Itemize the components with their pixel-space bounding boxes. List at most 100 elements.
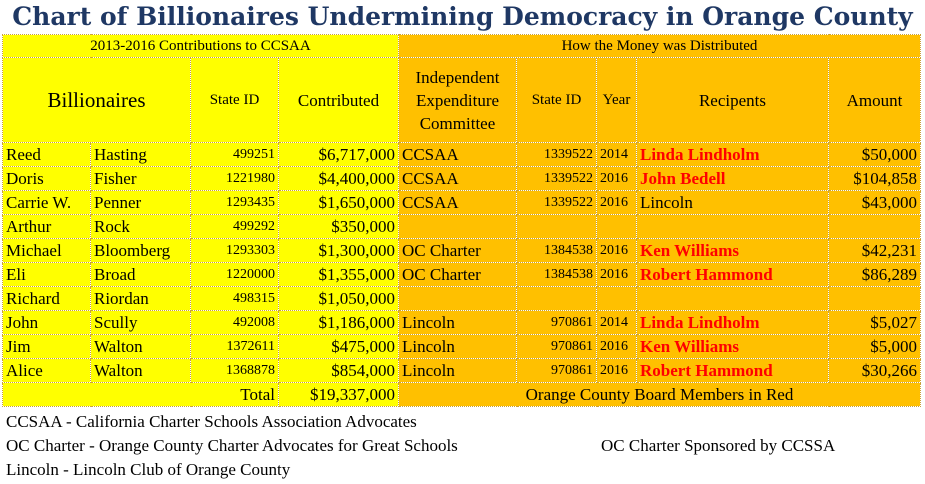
committee-cell: CCSAA — [398, 142, 517, 167]
first-name-cell: Doris — [2, 166, 91, 191]
committee-header: Independent Expenditure Committee — [398, 57, 517, 143]
chart-title: Chart of Billionaires Undermining Democr… — [12, 2, 913, 31]
group-header-row: 2013-2016 Contributions to CCSAA How the… — [2, 34, 921, 58]
contributed-cell: $1,650,000 — [278, 190, 399, 215]
committee-cell — [398, 286, 517, 311]
first-name-cell: Richard — [2, 286, 91, 311]
table-row: Doris Fisher 1221980 $4,400,000 CCSAA 1339522… — [2, 166, 921, 191]
table-row: Arthur Rock 499292 $350,000 — [2, 214, 921, 239]
committee-cell — [398, 214, 517, 239]
year-cell: 2016 — [596, 238, 637, 263]
first-name-cell: Reed — [2, 142, 91, 167]
table-row: Carrie W. Penner 1293435 $1,650,000 CCSAA 133… — [2, 190, 921, 215]
total-value: $19,337,000 — [278, 382, 399, 407]
amount-cell: $5,027 — [828, 310, 921, 335]
footnote-oc-charter: OC Charter - Orange County Charter Advoc… — [6, 436, 458, 455]
year-cell: 2014 — [596, 142, 637, 167]
table-row: Richard Riordan 498315 $1,050,000 — [2, 286, 921, 311]
state-id-cell: 1368878 — [190, 358, 279, 383]
billionaires-header: Billionaires — [2, 57, 191, 143]
table-row: John Scully 492008 $1,186,000 Lincoln 970861 2… — [2, 310, 921, 335]
last-name-cell: Broad — [90, 262, 191, 287]
last-name-cell: Walton — [90, 334, 191, 359]
committee-state-id-cell: 1384538 — [516, 262, 597, 287]
year-cell: 2014 — [596, 310, 637, 335]
state-id2-header: State ID — [516, 57, 597, 143]
contributed-header: Contributed — [278, 57, 399, 143]
recipients-header: Recipents — [636, 57, 829, 143]
last-name-cell: Hasting — [90, 142, 191, 167]
contributed-cell: $1,355,000 — [278, 262, 399, 287]
amount-cell: $86,289 — [828, 262, 921, 287]
total-row: Total $19,337,000 Orange County Board Memb… — [2, 382, 921, 407]
state-id-header: State ID — [190, 57, 279, 143]
recipient-cell: Ken Williams — [636, 334, 829, 359]
amount-cell: $104,858 — [828, 166, 921, 191]
amount-cell — [828, 286, 921, 311]
last-name-cell: Scully — [90, 310, 191, 335]
state-id-cell: 1293435 — [190, 190, 279, 215]
state-id-cell: 498315 — [190, 286, 279, 311]
recipient-cell: Linda Lindholm — [636, 142, 829, 167]
state-id-cell: 1220000 — [190, 262, 279, 287]
red-note: Orange County Board Members in Red — [398, 382, 921, 407]
footnote-ccsaa: CCSAA - California Charter Schools Assoc… — [6, 412, 417, 431]
recipient-cell: Linda Lindholm — [636, 310, 829, 335]
year-cell — [596, 286, 637, 311]
state-id-cell: 1372611 — [190, 334, 279, 359]
recipient-cell — [636, 214, 829, 239]
table-row: Alice Walton 1368878 $854,000 Lincoln 970861 2… — [2, 358, 921, 383]
committee-cell: OC Charter — [398, 262, 517, 287]
committee-state-id-cell: 970861 — [516, 334, 597, 359]
last-name-cell: Bloomberg — [90, 238, 191, 263]
recipient-cell — [636, 286, 829, 311]
amount-cell: $5,000 — [828, 334, 921, 359]
recipient-cell: Lincoln — [636, 190, 829, 215]
last-name-cell: Walton — [90, 358, 191, 383]
first-name-cell: Eli — [2, 262, 91, 287]
committee-cell: CCSAA — [398, 166, 517, 191]
amount-header: Amount — [828, 57, 921, 143]
amount-cell: $42,231 — [828, 238, 921, 263]
year-cell: 2016 — [596, 358, 637, 383]
committee-state-id-cell: 1339522 — [516, 166, 597, 191]
first-name-cell: Alice — [2, 358, 91, 383]
state-id-cell: 1293303 — [190, 238, 279, 263]
table-row: Michael Bloomberg 1293303 $1,300,000 OC Char… — [2, 238, 921, 263]
state-id-cell: 499292 — [190, 214, 279, 239]
year-cell: 2016 — [596, 262, 637, 287]
contributed-cell: $854,000 — [278, 358, 399, 383]
first-name-cell: Jim — [2, 334, 91, 359]
committee-state-id-cell: 970861 — [516, 358, 597, 383]
last-name-cell: Penner — [90, 190, 191, 215]
state-id-cell: 499251 — [190, 142, 279, 167]
year-cell: 2016 — [596, 190, 637, 215]
year-cell: 2016 — [596, 166, 637, 191]
first-name-cell: Michael — [2, 238, 91, 263]
first-name-cell: Carrie W. — [2, 190, 91, 215]
amount-cell: $30,266 — [828, 358, 921, 383]
committee-state-id-cell — [516, 286, 597, 311]
distribution-group-header: How the Money was Distributed — [398, 34, 921, 58]
contributed-cell: $475,000 — [278, 334, 399, 359]
total-label: Total — [2, 382, 279, 407]
contributed-cell: $1,300,000 — [278, 238, 399, 263]
contributions-group-header: 2013-2016 Contributions to CCSAA — [2, 34, 399, 58]
committee-cell: Lincoln — [398, 334, 517, 359]
amount-cell — [828, 214, 921, 239]
table-row: Jim Walton 1372611 $475,000 Lincoln 970861 201… — [2, 334, 921, 359]
last-name-cell: Fisher — [90, 166, 191, 191]
committee-state-id-cell: 970861 — [516, 310, 597, 335]
committee-state-id-cell — [516, 214, 597, 239]
recipient-cell: Robert Hammond — [636, 262, 829, 287]
billionaires-table: 2013-2016 Contributions to CCSAA How the… — [2, 34, 921, 407]
last-name-cell: Riordan — [90, 286, 191, 311]
state-id-cell: 492008 — [190, 310, 279, 335]
contributed-cell: $350,000 — [278, 214, 399, 239]
year-cell: 2016 — [596, 334, 637, 359]
recipient-cell: Robert Hammond — [636, 358, 829, 383]
contributed-cell: $4,400,000 — [278, 166, 399, 191]
committee-cell: Lincoln — [398, 358, 517, 383]
amount-cell: $43,000 — [828, 190, 921, 215]
first-name-cell: Arthur — [2, 214, 91, 239]
